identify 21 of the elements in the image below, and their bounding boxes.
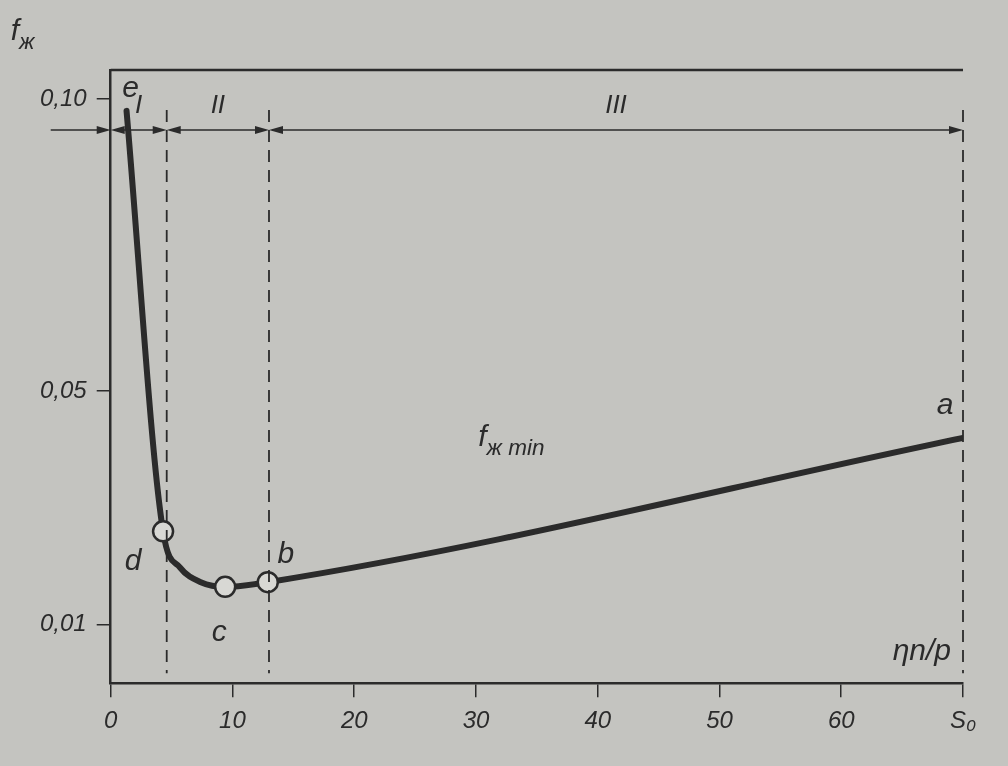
x-tick-label: 50 bbox=[706, 706, 734, 734]
y-tick-label: 0,05 bbox=[39, 375, 88, 403]
point bbox=[213, 575, 237, 599]
y-tick-label: 0,10 bbox=[39, 83, 88, 111]
annotation: III bbox=[605, 89, 627, 120]
annotation: II bbox=[210, 89, 226, 120]
point bbox=[151, 520, 175, 543]
y-tick-label: 0,01 bbox=[39, 609, 87, 637]
x-tick-label: 60 bbox=[827, 706, 856, 734]
x-tick-label: S₀ bbox=[949, 706, 977, 734]
annotation: a bbox=[936, 387, 954, 421]
annotation: c bbox=[211, 614, 227, 648]
annotation: b bbox=[277, 535, 295, 569]
x-tick-label: 10 bbox=[219, 706, 247, 734]
point bbox=[256, 570, 280, 594]
x-tick-label: 30 bbox=[462, 706, 490, 734]
x-tick-label: 0 bbox=[104, 706, 119, 734]
x-tick-label: 40 bbox=[584, 706, 612, 734]
x-tick-label: 20 bbox=[339, 706, 369, 734]
annotation: d bbox=[124, 542, 143, 576]
x-axis-title: ηn/p bbox=[892, 632, 951, 666]
